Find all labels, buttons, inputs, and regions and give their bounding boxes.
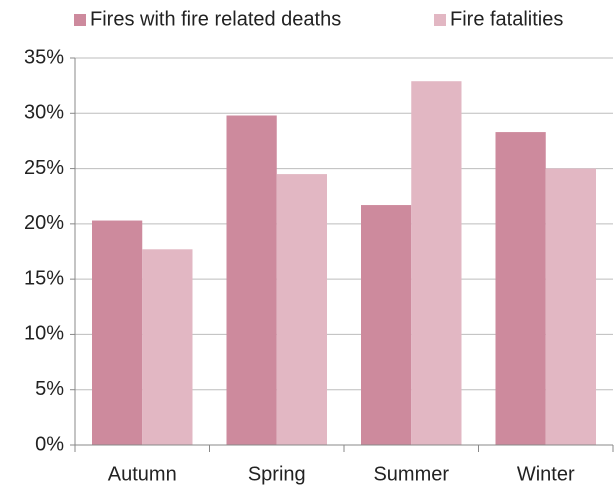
bar [276,174,327,445]
x-tick-label: Spring [248,463,306,485]
y-tick-label: 5% [35,378,64,400]
bar [545,168,596,446]
legend-swatch [74,14,86,26]
y-tick-label: 20% [24,212,64,234]
x-tick-label: Winter [517,463,575,485]
y-tick-label: 25% [24,157,64,179]
bar [495,132,546,445]
legend-swatch [434,14,446,26]
x-tick-label: Summer [373,463,449,485]
legend-label: Fires with fire related deaths [90,8,341,30]
legend-label: Fire fatalities [450,8,563,30]
x-tick-label: Autumn [108,463,177,485]
y-tick-label: 15% [24,267,64,289]
bar [361,205,412,445]
bar [92,220,143,445]
y-tick-label: 10% [24,323,64,345]
bar [411,81,462,445]
bar [226,115,277,446]
bar [142,249,193,445]
y-tick-label: 35% [24,46,64,68]
y-tick-label: 0% [35,433,64,455]
y-tick-label: 30% [24,102,64,124]
